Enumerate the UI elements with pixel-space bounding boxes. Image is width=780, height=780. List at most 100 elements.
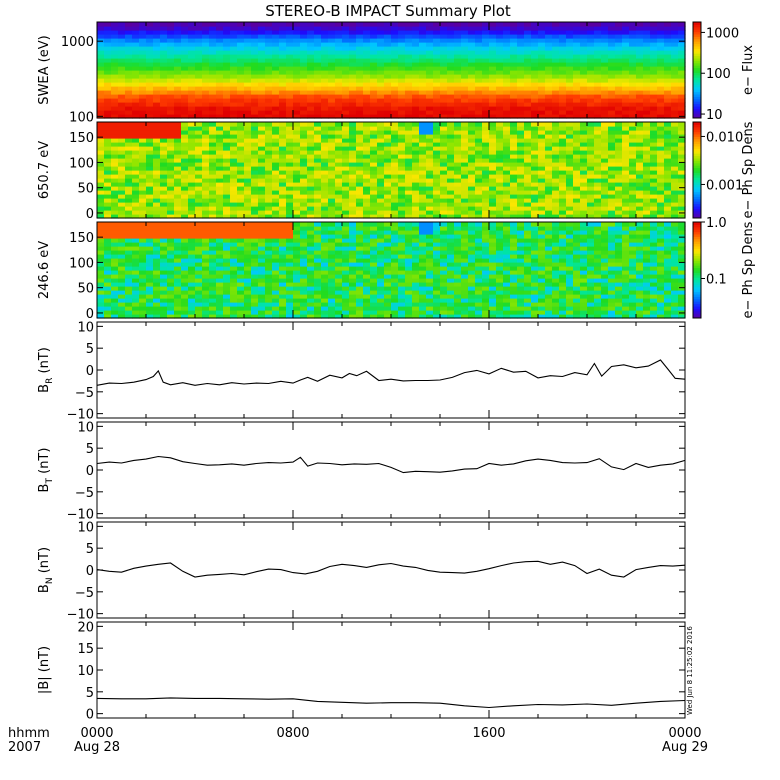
- heatmap-cell: [566, 94, 574, 99]
- heatmap-cell: [314, 198, 322, 203]
- heatmap-cell: [125, 114, 133, 119]
- heatmap-cell: [363, 142, 371, 147]
- heatmap-cell: [531, 54, 539, 59]
- heatmap-cell: [531, 66, 539, 71]
- heatmap-cell: [433, 138, 441, 143]
- heatmap-cell: [664, 106, 672, 111]
- heatmap-cell: [118, 150, 126, 155]
- heatmap-cell: [314, 74, 322, 79]
- heatmap-cell: [356, 58, 364, 63]
- heatmap-cell: [356, 162, 364, 167]
- heatmap-cell: [195, 262, 203, 267]
- heatmap-cell: [286, 314, 294, 319]
- heatmap-cell: [538, 166, 546, 171]
- heatmap-cell: [202, 266, 210, 271]
- heatmap-cell: [237, 130, 245, 135]
- heatmap-cell: [419, 186, 427, 191]
- heatmap-cell: [573, 94, 581, 99]
- heatmap-cell: [321, 174, 329, 179]
- heatmap-cell: [629, 190, 637, 195]
- heatmap-cell: [202, 46, 210, 51]
- heatmap-cell: [545, 178, 553, 183]
- heatmap-cell: [244, 166, 252, 171]
- heatmap-cell: [216, 282, 224, 287]
- heatmap-cell: [153, 214, 161, 219]
- heatmap-cell: [664, 142, 672, 147]
- heatmap-cell: [440, 78, 448, 83]
- heatmap-cell: [321, 210, 329, 215]
- heatmap-cell: [517, 162, 525, 167]
- heatmap-cell: [412, 22, 420, 27]
- heatmap-cell: [111, 298, 119, 303]
- heatmap-cell: [678, 50, 686, 55]
- heatmap-cell: [209, 102, 217, 107]
- heatmap-cell: [111, 90, 119, 95]
- heatmap-cell: [111, 314, 119, 319]
- heatmap-cell: [188, 162, 196, 167]
- heatmap-cell: [573, 114, 581, 119]
- heatmap-cell: [671, 174, 679, 179]
- heatmap-cell: [552, 142, 560, 147]
- heatmap-cell: [251, 226, 259, 231]
- heatmap-cell: [230, 290, 238, 295]
- heatmap-cell: [181, 198, 189, 203]
- heatmap-cell: [300, 186, 308, 191]
- heatmap-cell: [251, 98, 259, 103]
- heatmap-cell: [195, 302, 203, 307]
- heatmap-cell: [678, 154, 686, 159]
- heatmap-cell: [615, 46, 623, 51]
- heatmap-cell: [370, 22, 378, 27]
- heatmap-cell: [230, 70, 238, 75]
- heatmap-cell: [384, 182, 392, 187]
- heatmap-cell: [496, 98, 504, 103]
- heatmap-cell: [566, 50, 574, 55]
- heatmap-cell: [174, 250, 182, 255]
- heatmap-cell: [342, 114, 350, 119]
- heatmap-cell: [538, 58, 546, 63]
- heatmap-cell: [132, 114, 140, 119]
- heatmap-cell: [307, 122, 315, 127]
- heatmap-cell: [125, 306, 133, 311]
- heatmap-cell: [482, 122, 490, 127]
- heatmap-cell: [622, 194, 630, 199]
- heatmap-cell: [503, 206, 511, 211]
- heatmap-cell: [237, 214, 245, 219]
- heatmap-cell: [608, 202, 616, 207]
- colorbar-swatch: [693, 108, 701, 112]
- heatmap-cell: [244, 22, 252, 27]
- heatmap-cell: [503, 50, 511, 55]
- heatmap-cell: [342, 50, 350, 55]
- heatmap-cell: [594, 190, 602, 195]
- heatmap-cell: [181, 74, 189, 79]
- heatmap-cell: [447, 30, 455, 35]
- heatmap-cell: [405, 146, 413, 151]
- heatmap-cell: [258, 214, 266, 219]
- heatmap-cell: [237, 158, 245, 163]
- colorbar-swatch: [693, 53, 701, 57]
- heatmap-cell: [517, 50, 525, 55]
- heatmap-cell: [559, 162, 567, 167]
- heatmap-cell: [384, 122, 392, 127]
- heatmap-cell: [503, 122, 511, 127]
- heatmap-cell: [209, 98, 217, 103]
- heatmap-cell: [447, 194, 455, 199]
- heatmap-cell: [657, 126, 665, 131]
- heatmap-cell: [104, 250, 112, 255]
- heatmap-cell: [328, 54, 336, 59]
- heatmap-cell: [601, 138, 609, 143]
- heatmap-cell: [97, 254, 105, 259]
- heatmap-cell: [293, 26, 301, 31]
- heatmap-cell: [349, 166, 357, 171]
- heatmap-cell: [132, 198, 140, 203]
- heatmap-cell: [601, 158, 609, 163]
- heatmap-cell: [405, 158, 413, 163]
- heatmap-cell: [398, 214, 406, 219]
- heatmap-cell: [559, 54, 567, 59]
- heatmap-cell: [195, 58, 203, 63]
- heatmap-cell: [384, 26, 392, 31]
- heatmap-cell: [300, 214, 308, 219]
- heatmap-cell: [202, 66, 210, 71]
- heatmap-cell: [629, 42, 637, 47]
- heatmap-cell: [461, 186, 469, 191]
